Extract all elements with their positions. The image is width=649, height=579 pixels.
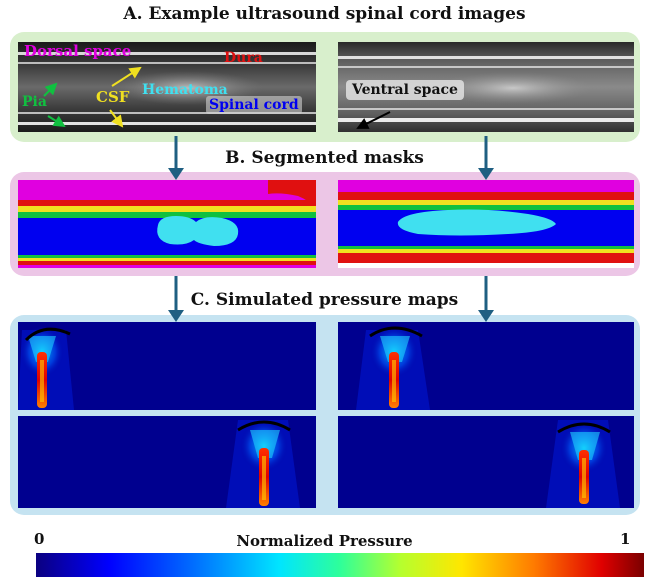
title-panel-b: B. Segmented masks (225, 148, 424, 168)
pressure-map-top-left (18, 322, 316, 410)
connector-arrow-left-a-b (168, 136, 184, 180)
ventral-space-arrow (356, 111, 391, 129)
ultrasound-image-left: Dorsal space Dura Pia CSF Hematoma Spina… (18, 42, 316, 132)
title-panel-a: A. Example ultrasound spinal cord images (123, 4, 526, 24)
label-pia: Pia (22, 94, 47, 110)
label-ventral-space: Ventral space (346, 80, 464, 100)
label-dorsal-space: Dorsal space (24, 42, 132, 60)
colorbar-min-label: 0 (34, 530, 45, 548)
segmented-mask-left (18, 180, 316, 268)
ultrasound-image-right: Ventral space (338, 42, 634, 132)
pressure-map-bottom-right (338, 416, 634, 508)
connector-arrow-left-b-c (168, 276, 184, 322)
connector-arrow-right-b-c (478, 276, 494, 322)
title-panel-c: C. Simulated pressure maps (190, 290, 459, 310)
label-spinal-cord: Spinal cord (206, 96, 302, 114)
colorbar-gradient (36, 553, 644, 577)
colorbar-title: Normalized Pressure (236, 532, 413, 550)
colorbar-max-label: 1 (620, 530, 631, 548)
segmented-mask-right (338, 180, 634, 268)
connector-arrow-right-a-b (478, 136, 494, 180)
pressure-map-top-right (338, 322, 634, 410)
label-hematoma: Hematoma (142, 82, 228, 98)
label-csf: CSF (96, 88, 130, 106)
label-dura: Dura (224, 50, 263, 66)
annotation-arrows (43, 66, 142, 128)
pressure-map-bottom-left (18, 416, 316, 508)
